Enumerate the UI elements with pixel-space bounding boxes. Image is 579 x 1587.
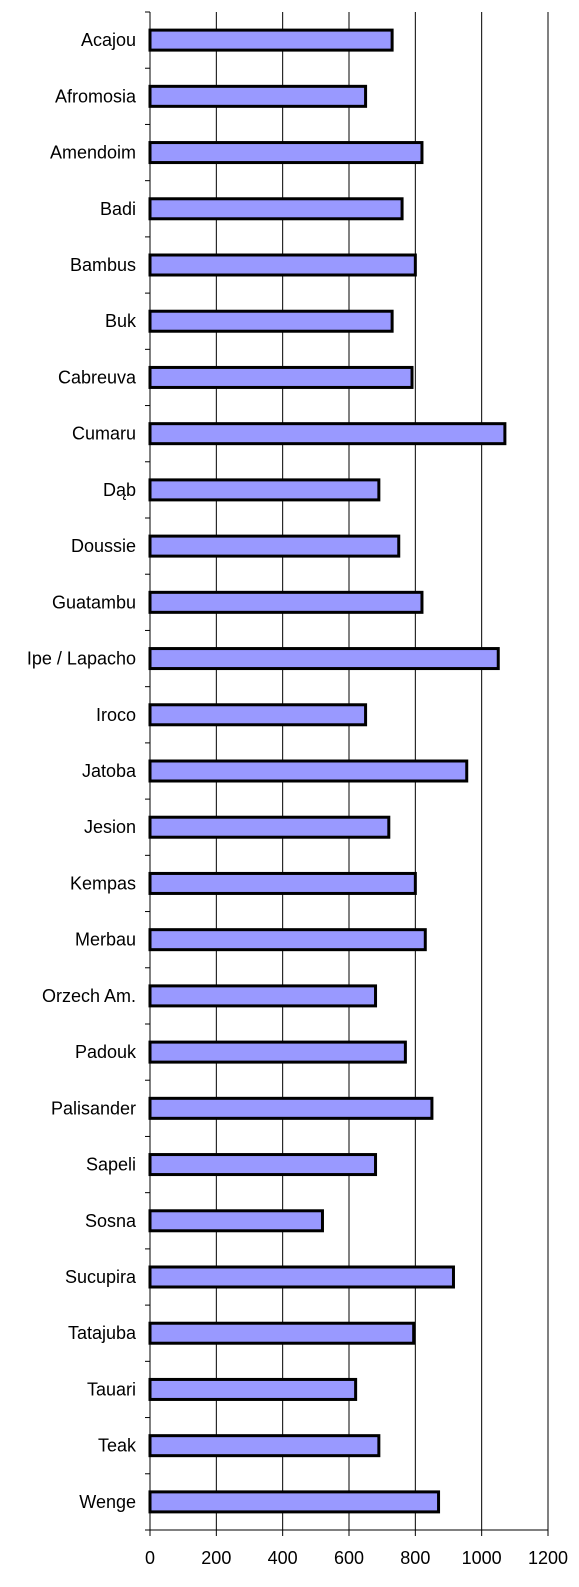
bar-guatambu [148,590,424,614]
bar-afromosia [148,84,368,108]
x-tick-label: 1200 [528,1548,568,1568]
bar-iroco [148,703,368,727]
category-label: Jesion [84,817,136,837]
category-label: Afromosia [55,86,137,106]
category-label: Badi [100,199,136,219]
bar-merbau [148,928,427,952]
bar-sapeli [148,1153,378,1177]
category-label: Acajou [81,30,136,50]
bar-tatajuba [148,1321,416,1345]
category-label: Dąb [103,480,136,500]
category-label: Doussie [71,536,136,556]
bar-sucupira [148,1265,455,1289]
category-label: Sucupira [65,1267,137,1287]
category-label: Sapeli [86,1155,136,1175]
bar-badi [148,197,404,221]
x-tick-label: 200 [201,1548,231,1568]
x-tick-label: 400 [268,1548,298,1568]
bar-doussie [148,534,401,558]
bar-acajou [148,28,394,52]
category-label: Iroco [96,705,136,725]
axes [145,11,549,1536]
bar-sosna [148,1209,324,1233]
category-label: Orzech Am. [42,986,136,1006]
category-label: Cabreuva [58,367,137,387]
bar-orzech-am- [148,984,378,1008]
bar-bambus [148,253,417,277]
bar-ipe-lapacho [148,647,500,671]
category-label: Wenge [79,1492,136,1512]
bar-wenge [148,1490,441,1514]
category-label: Bambus [70,255,136,275]
labels: Acajou Afromosia Amendoim Badi Bambus Buk Cabr… [27,30,568,1568]
bar-padouk [148,1040,407,1064]
x-tick-label: 600 [334,1548,364,1568]
bar-buk [148,309,394,333]
x-tick-label: 1000 [462,1548,502,1568]
bars [148,28,507,1514]
category-label: Palisander [51,1098,136,1118]
bar-cabreuva [148,365,414,389]
category-label: Tatajuba [68,1323,137,1343]
bar-dąb [148,478,381,502]
category-label: Amendoim [50,143,136,163]
category-label: Kempas [70,873,136,893]
category-label: Jatoba [82,761,137,781]
category-label: Buk [105,311,137,331]
bar-kempas [148,871,417,895]
bar-teak [148,1434,381,1458]
bar-tauari [148,1377,358,1401]
category-label: Padouk [75,1042,137,1062]
category-label: Merbau [75,930,136,950]
category-label: Cumaru [72,424,136,444]
x-tick-label: 0 [145,1548,155,1568]
bar-palisander [148,1096,434,1120]
x-tick-label: 800 [400,1548,430,1568]
category-label: Tauari [87,1379,136,1399]
category-label: Guatambu [52,592,136,612]
bar-jesion [148,815,391,839]
bar-cumaru [148,422,507,446]
bar-jatoba [148,759,469,783]
category-label: Ipe / Lapacho [27,649,136,669]
category-label: Sosna [85,1211,137,1231]
bar-amendoim [148,141,424,165]
category-label: Teak [98,1436,137,1456]
